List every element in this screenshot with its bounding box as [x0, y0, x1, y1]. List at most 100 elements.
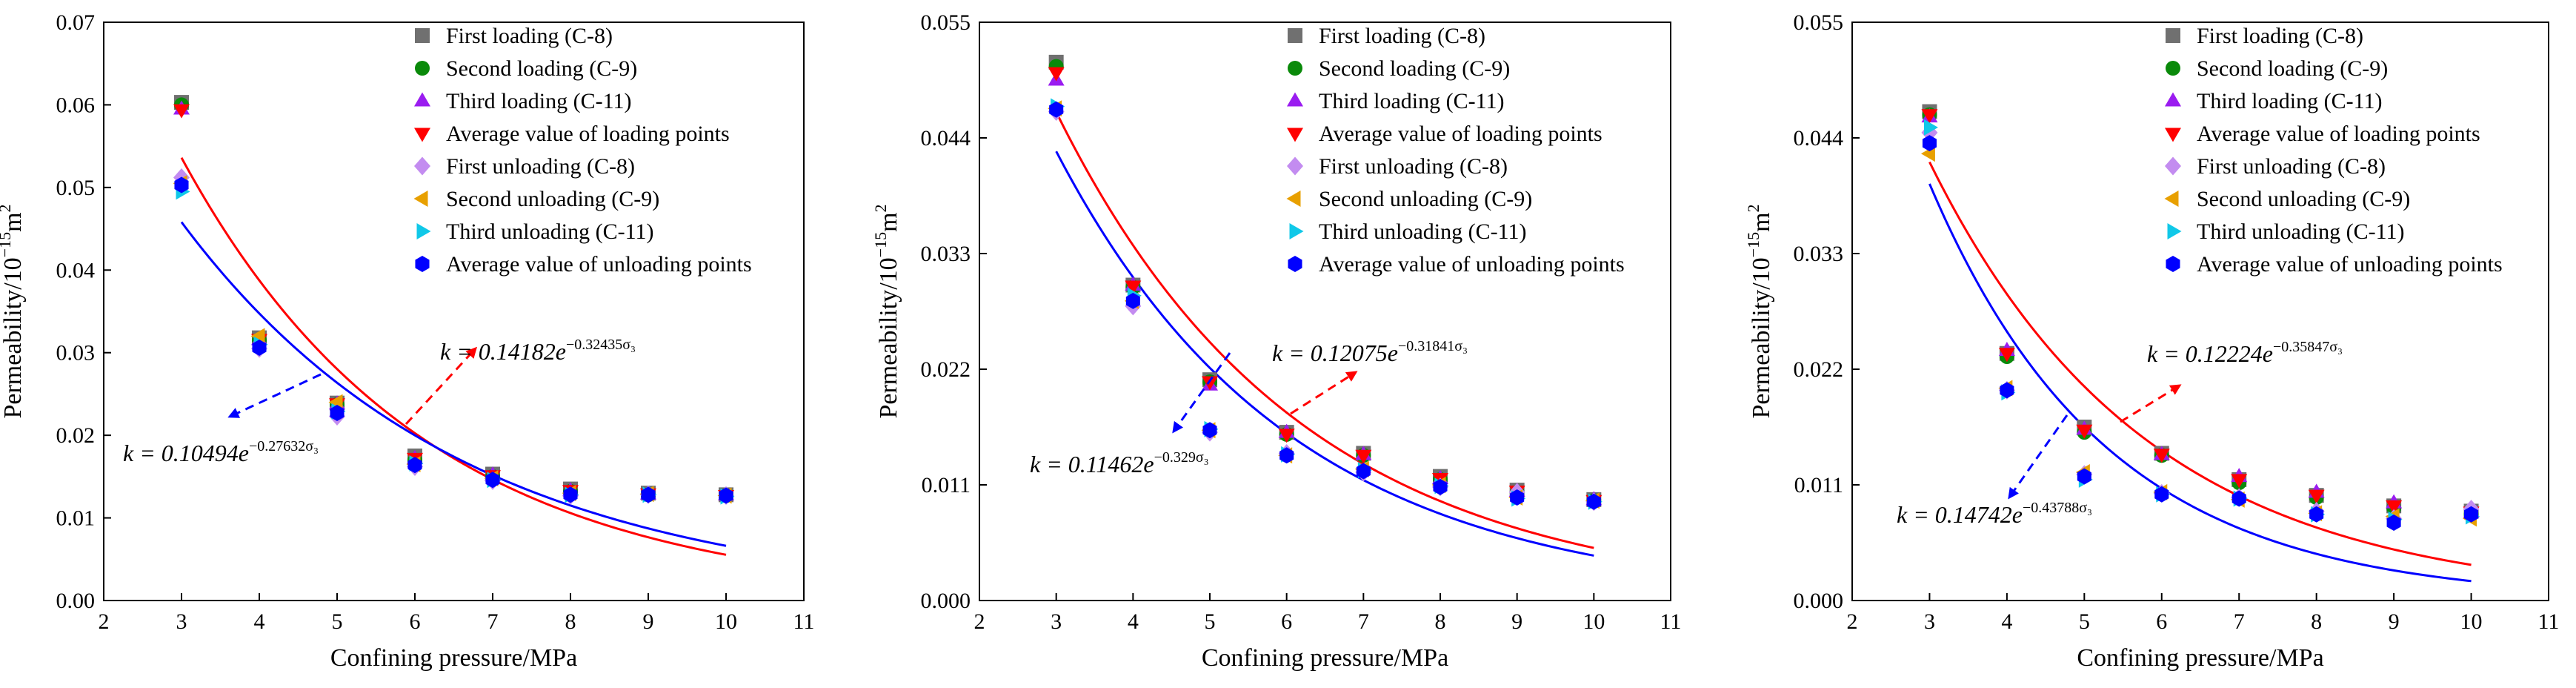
series-8 [1922, 135, 2479, 532]
legend-marker [2167, 223, 2182, 239]
fit-equation: k = 0.14742e−0.43788σ₃ [1897, 500, 2092, 528]
legend-marker [414, 128, 430, 142]
legend-marker [415, 61, 430, 76]
y-tick-label: 0.00 [56, 589, 96, 613]
annotation-arrow [405, 346, 478, 426]
plot-frame [103, 22, 805, 601]
y-tick-label: 0.07 [56, 10, 96, 35]
legend-label: Average value of unloading points [446, 252, 752, 277]
legend-marker [1289, 223, 1304, 239]
x-tick-label: 5 [1205, 609, 1216, 634]
legend: First loading (C-8) Second loading (C-9) T… [1286, 24, 1625, 277]
x-axis-title: Confining pressure/MPa [2077, 644, 2323, 672]
x-tick-label: 7 [487, 609, 499, 634]
x-tick-label: 4 [254, 609, 265, 634]
data-point [2464, 506, 2479, 523]
legend-marker [416, 223, 431, 239]
data-point [2153, 449, 2170, 463]
x-axis-title: Confining pressure/MPa [330, 644, 577, 672]
y-tick-label: 0.044 [921, 126, 971, 150]
legend-marker [2164, 191, 2179, 207]
x-tick-label: 6 [410, 609, 421, 634]
legend-label: Third unloading (C-11) [2197, 219, 2405, 244]
data-point [2000, 382, 2014, 399]
data-point [2077, 468, 2091, 485]
data-point [2386, 500, 2403, 515]
data-point [1355, 449, 1372, 464]
unloading-fit-curve [180, 221, 727, 547]
x-tick-label: 11 [2538, 609, 2560, 634]
data-point [1433, 478, 1448, 495]
y-tick-label: 0.022 [1794, 357, 1844, 382]
x-tick-label: 2 [974, 609, 985, 634]
annotation-arrow [1290, 371, 1358, 415]
y-tick-label: 0.033 [1794, 242, 1844, 266]
fit-equation: k = 0.12075e−0.31841σ₃ [1272, 338, 1468, 366]
legend-marker [2165, 156, 2181, 176]
data-point [2309, 506, 2324, 523]
data-point [1922, 135, 1937, 152]
x-tick-label: 10 [2460, 609, 2483, 634]
x-tick-label: 6 [1281, 609, 1292, 634]
legend-marker [1287, 92, 1303, 107]
legend-label: Second loading (C-9) [2197, 56, 2388, 81]
x-tick-label: 3 [1924, 609, 1935, 634]
y-tick-label: 0.06 [56, 93, 96, 117]
y-tick-label: 0.011 [1794, 473, 1843, 497]
legend-marker [414, 156, 430, 176]
legend-label: Average value of loading points [1319, 122, 1602, 146]
annotation-arrow [227, 373, 322, 418]
x-tick-label: 2 [1847, 609, 1858, 634]
data-point [485, 472, 500, 489]
data-point [1049, 101, 1064, 118]
annotation-arrow [2120, 384, 2182, 423]
data-point [2231, 490, 2246, 507]
fit-equation: k = 0.11462e−0.329σ₃ [1030, 449, 1209, 477]
x-tick-label: 8 [2311, 609, 2322, 634]
legend: First loading (C-8) Second loading (C-9) T… [413, 24, 752, 277]
x-tick-label: 4 [2001, 609, 2012, 634]
legend-marker [1288, 28, 1302, 43]
legend-label: Third loading (C-11) [446, 89, 632, 113]
data-point [173, 104, 190, 119]
legend-label: Second loading (C-9) [1319, 56, 1510, 81]
y-tick-label: 0.04 [56, 258, 96, 282]
data-point [2308, 489, 2325, 504]
data-point [407, 457, 422, 474]
legend-label: Third loading (C-11) [2197, 89, 2383, 113]
data-point [1279, 447, 1294, 464]
series-7 [1923, 119, 2480, 528]
fit-equation: k = 0.12224e−0.35847σ₃ [2147, 339, 2343, 367]
legend-label: Third unloading (C-11) [1319, 219, 1527, 244]
legend-marker [2165, 92, 2181, 107]
y-axis-title: Permeability/10−15m2 [871, 204, 902, 418]
loading-fit-curve [1055, 111, 1594, 549]
data-point [1202, 422, 1217, 439]
y-tick-label: 0.055 [1794, 10, 1844, 35]
x-tick-label: 9 [1511, 609, 1522, 634]
legend-marker [2166, 256, 2180, 272]
y-tick-label: 0.033 [921, 242, 971, 266]
x-tick-label: 11 [1660, 609, 1682, 634]
legend-marker [415, 28, 430, 43]
series-8 [174, 176, 733, 504]
unloading-fit-curve [1928, 183, 2472, 583]
x-tick-label: 3 [1051, 609, 1062, 634]
y-axis-title: Permeability/10−15m2 [1744, 204, 1775, 418]
legend-label: Second unloading (C-9) [446, 187, 659, 211]
data-point [330, 405, 345, 422]
data-point [1278, 429, 1295, 443]
x-tick-label: 2 [99, 609, 110, 634]
x-tick-label: 8 [1435, 609, 1446, 634]
legend-marker [414, 92, 430, 107]
legend: First loading (C-8) Second loading (C-9) T… [2164, 24, 2503, 277]
data-point [1048, 67, 1065, 82]
legend-label: First unloading (C-8) [2197, 154, 2386, 179]
legend-label: Average value of loading points [446, 122, 730, 146]
data-point [1356, 463, 1371, 480]
data-point [2076, 424, 2093, 439]
legend-label: Third loading (C-11) [1319, 89, 1505, 113]
data-point [174, 176, 189, 194]
x-tick-label: 9 [643, 609, 654, 634]
x-tick-label: 9 [2389, 609, 2400, 634]
